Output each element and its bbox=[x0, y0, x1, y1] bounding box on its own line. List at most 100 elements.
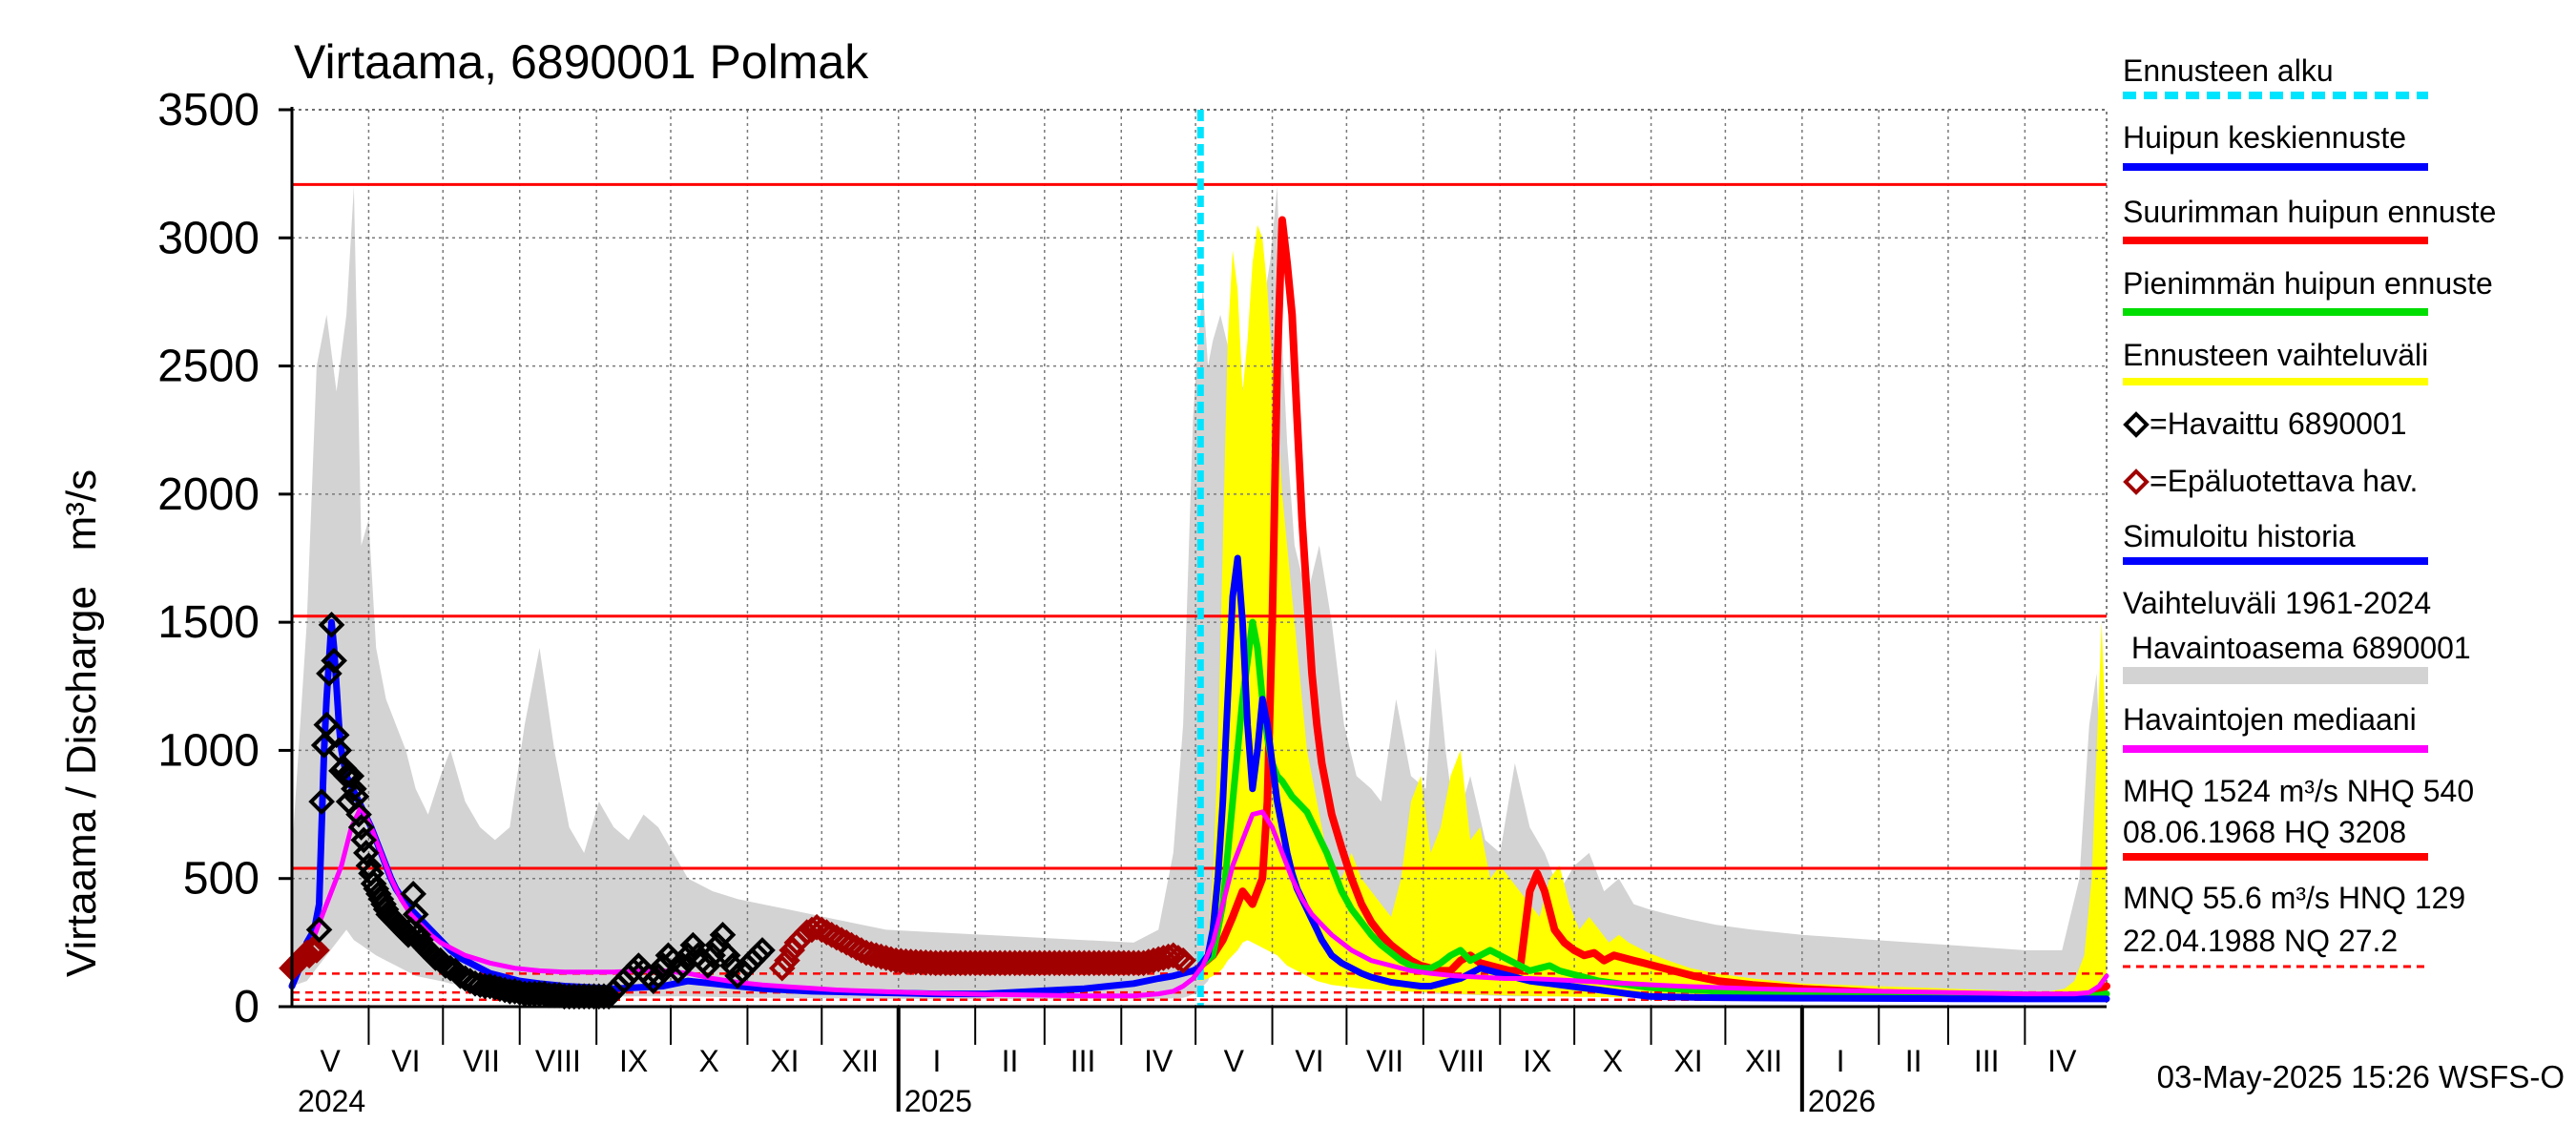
year-label: 2024 bbox=[298, 1084, 365, 1118]
observed-point bbox=[338, 762, 365, 790]
observed-point bbox=[467, 971, 494, 998]
observed-point bbox=[305, 916, 333, 944]
month-label: II bbox=[1002, 1044, 1019, 1078]
month-label: IV bbox=[2047, 1044, 2077, 1078]
month-label: V bbox=[1224, 1044, 1245, 1078]
unreliable-point bbox=[1154, 943, 1182, 970]
observed-point bbox=[749, 937, 776, 964]
legend-label: Vaihteluväli 1961-2024 bbox=[2123, 586, 2431, 620]
month-label: XII bbox=[841, 1044, 879, 1078]
observed-point bbox=[709, 921, 737, 948]
legend-label-2: Havaintoasema 6890001 bbox=[2123, 631, 2471, 665]
y-tick-label: 500 bbox=[183, 854, 260, 905]
chart-title: Virtaama, 6890001 Polmak bbox=[294, 35, 869, 89]
legend-label: Havaintojen mediaani bbox=[2123, 702, 2417, 737]
legend-label: MNQ 55.6 m³/s HNQ 129 bbox=[2123, 881, 2465, 915]
month-label: X bbox=[1603, 1044, 1623, 1078]
series-huipun-keskiennuste bbox=[1196, 554, 2110, 1003]
legend-item: Havaintojen mediaani bbox=[2123, 702, 2428, 753]
legend-item: MNQ 55.6 m³/s HNQ 129 22.04.1988 NQ 27.2 bbox=[2123, 881, 2465, 968]
legend-label-2: 22.04.1988 NQ 27.2 bbox=[2123, 924, 2398, 958]
month-label: II bbox=[1905, 1044, 1922, 1078]
month-label: VII bbox=[1366, 1044, 1403, 1078]
legend-label: Simuloitu historia bbox=[2123, 519, 2356, 553]
month-label: VI bbox=[391, 1044, 420, 1078]
year-label: 2026 bbox=[1808, 1084, 1876, 1118]
observed-point bbox=[620, 957, 647, 985]
legend-item: Pienimmän huipun ennuste bbox=[2123, 266, 2493, 316]
legend-marker bbox=[2123, 411, 2150, 438]
legend-item: Huipun keskiennuste bbox=[2123, 120, 2428, 171]
observed-point bbox=[318, 612, 345, 638]
observed-point bbox=[664, 957, 692, 985]
grid-layer bbox=[291, 109, 2108, 1008]
y-tick-label: 1500 bbox=[157, 597, 260, 648]
month-label: III bbox=[1070, 1044, 1096, 1078]
legend-item: =Havaittu 6890001 bbox=[2123, 406, 2407, 441]
legend-item: Ennusteen vaihteluväli bbox=[2123, 338, 2428, 385]
observed-point bbox=[640, 968, 667, 994]
observed-point bbox=[308, 788, 335, 815]
forecast-band bbox=[1200, 224, 2107, 1000]
legend-label: Suurimman huipun ennuste bbox=[2123, 195, 2496, 229]
observed-point bbox=[353, 840, 380, 866]
legend-label: Ennusteen vaihteluväli bbox=[2123, 338, 2428, 372]
y-tick-label: 3000 bbox=[157, 213, 260, 263]
y-tick-label: 2500 bbox=[157, 342, 260, 392]
y-tick-label: 1000 bbox=[157, 725, 260, 776]
month-label: V bbox=[321, 1044, 342, 1078]
month-label: IX bbox=[619, 1044, 648, 1078]
legend-item: Suurimman huipun ennuste bbox=[2123, 195, 2496, 244]
month-label: XII bbox=[1745, 1044, 1782, 1078]
legend-marker bbox=[2123, 468, 2150, 495]
legend: Ennusteen alku Huipun keskiennuste Suurimm… bbox=[2123, 53, 2496, 968]
observed-point bbox=[471, 972, 499, 1000]
legend-label: Pienimmän huipun ennuste bbox=[2123, 266, 2493, 301]
month-label: VII bbox=[463, 1044, 500, 1078]
month-label: IX bbox=[1523, 1044, 1551, 1078]
legend-item: Simuloitu historia bbox=[2123, 519, 2428, 565]
observed-point bbox=[714, 942, 741, 969]
observed-point bbox=[496, 978, 524, 1005]
y-tick-label: 0 bbox=[234, 982, 260, 1032]
legend-label: MHQ 1524 m³/s NHQ 540 bbox=[2123, 774, 2474, 808]
legend-item: Vaihteluväli 1961-2024 Havaintoasema 689… bbox=[2123, 586, 2471, 684]
observed-point bbox=[322, 721, 350, 749]
month-label: III bbox=[1974, 1044, 2000, 1078]
month-label: I bbox=[933, 1044, 942, 1078]
month-label: X bbox=[699, 1044, 719, 1078]
year-label: 2025 bbox=[904, 1084, 972, 1118]
observed-point bbox=[347, 814, 375, 841]
observed-point bbox=[341, 775, 367, 802]
unreliable-point bbox=[788, 924, 816, 951]
legend-label: =Epäluotettava hav. bbox=[2150, 464, 2418, 498]
month-label: I bbox=[1837, 1044, 1845, 1078]
month-label: IV bbox=[1144, 1044, 1174, 1078]
y-axis-label: Virtaama / Discharge m³/s bbox=[58, 469, 105, 977]
observed-point bbox=[679, 931, 707, 959]
observed-point bbox=[321, 647, 347, 675]
series-pienimm-n-huipun-ennuste bbox=[1196, 618, 2110, 1001]
footer-timestamp: 03-May-2025 15:26 WSFS-O bbox=[2157, 1059, 2565, 1094]
observed-point bbox=[345, 801, 372, 828]
unreliable-point bbox=[768, 954, 796, 982]
observed-point bbox=[743, 942, 771, 969]
month-label: VIII bbox=[1439, 1044, 1485, 1078]
legend-item: =Epäluotettava hav. bbox=[2123, 464, 2418, 498]
legend-item: Ennusteen alku bbox=[2123, 53, 2428, 99]
y-tick-label: 3500 bbox=[157, 85, 260, 135]
legend-label: Huipun keskiennuste bbox=[2123, 120, 2406, 155]
observed-point bbox=[491, 976, 518, 1004]
month-label: XI bbox=[770, 1044, 799, 1078]
y-tick-label: 2000 bbox=[157, 469, 260, 520]
month-label: VIII bbox=[535, 1044, 581, 1078]
legend-label-2: 08.06.1968 HQ 3208 bbox=[2123, 815, 2406, 849]
unreliable-point bbox=[1170, 947, 1196, 974]
legend-label: =Havaittu 6890001 bbox=[2150, 406, 2407, 441]
month-label: XI bbox=[1673, 1044, 1702, 1078]
observed-point bbox=[350, 826, 378, 854]
legend-item: MHQ 1524 m³/s NHQ 540 08.06.1968 HQ 3208 bbox=[2123, 774, 2474, 861]
legend-label: Ennusteen alku bbox=[2123, 53, 2334, 88]
